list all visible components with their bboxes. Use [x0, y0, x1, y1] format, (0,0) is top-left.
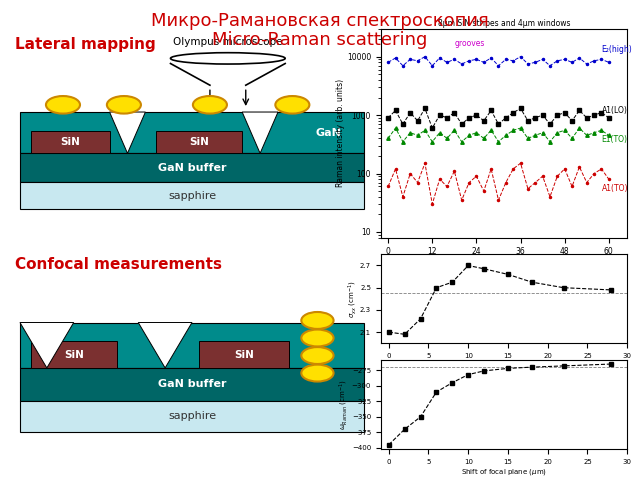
Text: Olympus microscope: Olympus microscope [173, 36, 283, 47]
Text: GaN buffer: GaN buffer [157, 163, 227, 173]
Bar [20, 368, 364, 401]
Text: E1(TO): E1(TO) [602, 135, 627, 144]
Ellipse shape [301, 330, 333, 347]
Bar [156, 131, 242, 153]
Text: Lateral mapping: Lateral mapping [15, 36, 156, 52]
X-axis label: Lateral shift across SiN mask (μm): Lateral shift across SiN mask (μm) [438, 262, 570, 271]
Ellipse shape [301, 347, 333, 364]
Title: 8μm SiN stripes and 4μm windows: 8μm SiN stripes and 4μm windows [438, 19, 570, 28]
Y-axis label: $\sigma_{xx}$ (cm$^{-1}$): $\sigma_{xx}$ (cm$^{-1}$) [346, 280, 358, 318]
Text: Confocal measurements: Confocal measurements [15, 257, 221, 273]
Bar [20, 153, 364, 182]
Polygon shape [20, 323, 74, 368]
Y-axis label: $\omega_{Raman}$ (cm$^{-1}$): $\omega_{Raman}$ (cm$^{-1}$) [338, 379, 350, 430]
Polygon shape [109, 112, 145, 153]
Text: SiN: SiN [189, 137, 209, 147]
Text: GaN: GaN [316, 128, 341, 138]
Text: SiN: SiN [64, 349, 84, 360]
Bar [31, 341, 116, 368]
Ellipse shape [275, 96, 309, 114]
Text: Micro-Raman scattering: Micro-Raman scattering [212, 31, 428, 49]
Text: GaN buffer: GaN buffer [157, 379, 227, 389]
Text: A1(TO): A1(TO) [602, 184, 628, 193]
Polygon shape [138, 323, 192, 368]
Text: GaN: GaN [154, 332, 180, 342]
Text: SiN: SiN [234, 349, 254, 360]
Bar [20, 401, 364, 432]
Text: A1(LO): A1(LO) [602, 106, 627, 115]
Polygon shape [242, 112, 278, 153]
Ellipse shape [301, 365, 333, 382]
Ellipse shape [193, 96, 227, 114]
Bar [20, 112, 364, 153]
Bar [20, 182, 364, 209]
Y-axis label: Raman intensity (arb. units): Raman intensity (arb. units) [337, 79, 346, 187]
Bar [199, 341, 289, 368]
Ellipse shape [46, 96, 80, 114]
Bar [20, 323, 364, 368]
Text: SiN: SiN [60, 137, 80, 147]
Text: grooves: grooves [454, 39, 484, 48]
Ellipse shape [107, 96, 141, 114]
Text: Микро-Рамановская спектроскопия: Микро-Рамановская спектроскопия [151, 12, 489, 30]
Text: E₂(high): E₂(high) [602, 45, 632, 54]
Ellipse shape [301, 312, 333, 329]
Text: sapphire: sapphire [168, 411, 216, 421]
X-axis label: Shift of focal plane ($\mu$m): Shift of focal plane ($\mu$m) [461, 468, 547, 477]
Bar [31, 131, 109, 153]
Text: sapphire: sapphire [168, 191, 216, 201]
